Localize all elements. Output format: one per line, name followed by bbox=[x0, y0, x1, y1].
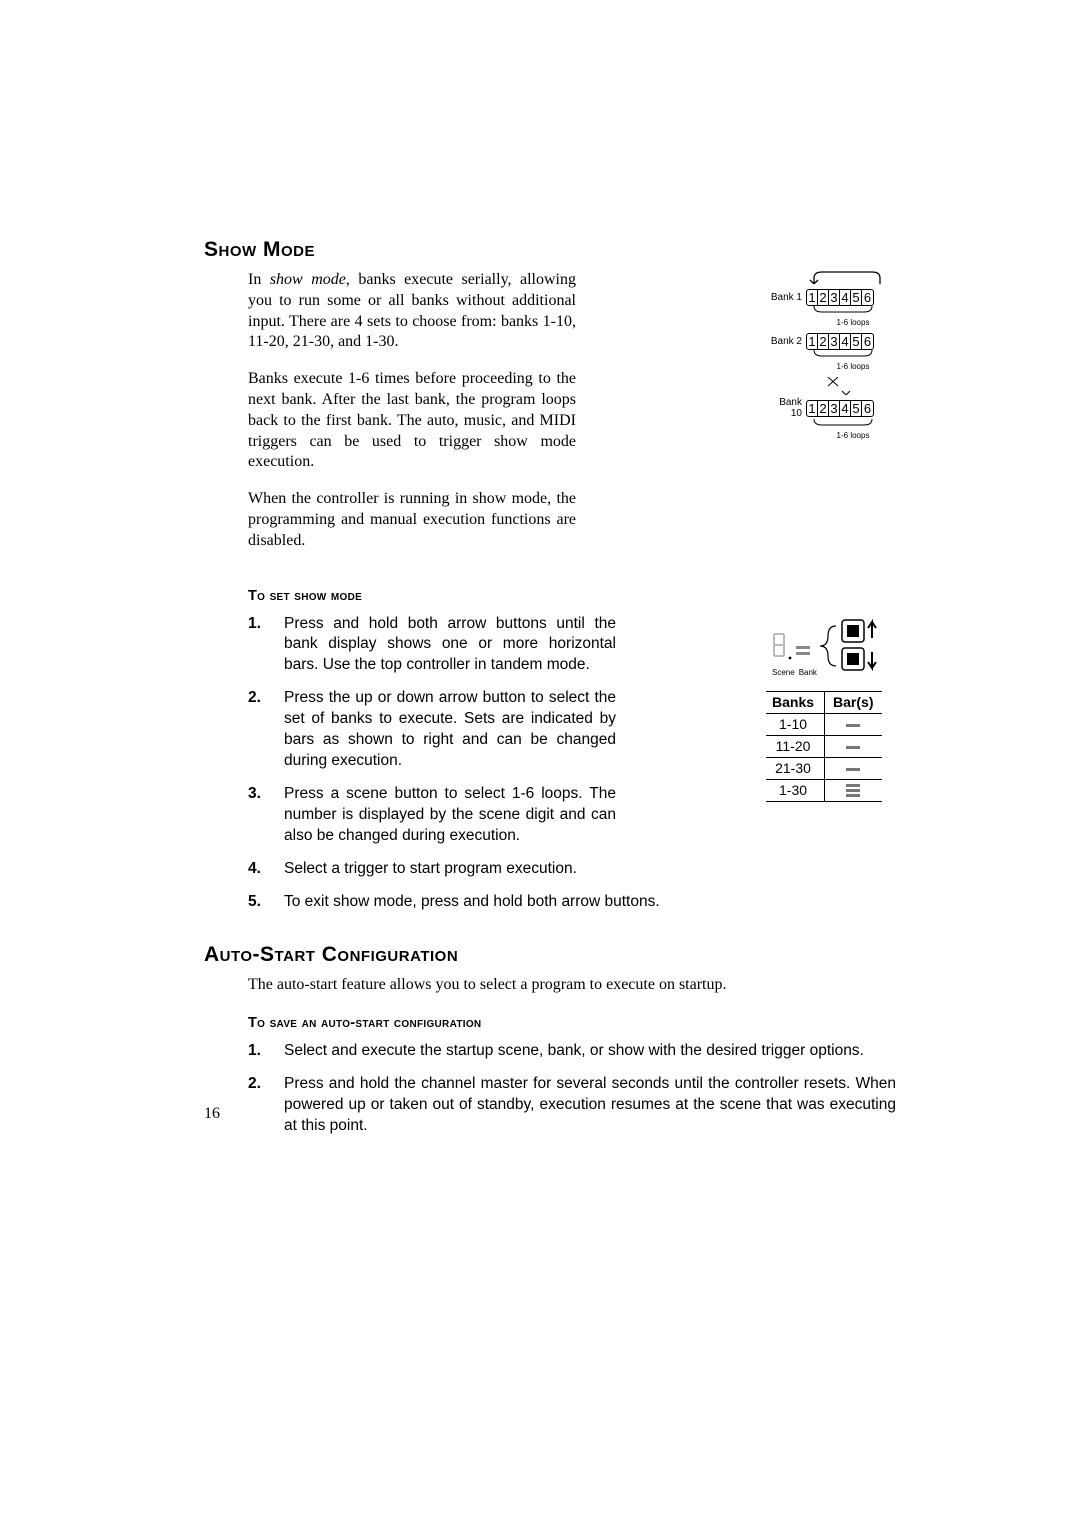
step-2: Press the up or down arrow button to sel… bbox=[248, 688, 616, 772]
col-bars: Bar(s) bbox=[825, 691, 882, 713]
step-4: Select a trigger to start program execut… bbox=[248, 859, 896, 880]
bank-label-10: Bank 10 bbox=[766, 397, 806, 419]
auto-step-2: Press and hold the channel master for se… bbox=[248, 1074, 896, 1137]
bank-digits-10: 123456 bbox=[806, 400, 874, 417]
table-row-bars bbox=[825, 735, 882, 757]
bank-text: Bank bbox=[799, 668, 817, 677]
bank-label-2: Bank 2 bbox=[766, 336, 806, 347]
loops-label-1: 1-6 loops bbox=[810, 318, 896, 327]
table-row-bars bbox=[825, 779, 882, 802]
col-banks: Banks bbox=[766, 691, 825, 713]
arrow-buttons-diagram: Scene Bank bbox=[766, 614, 896, 677]
table-row-bars bbox=[825, 757, 882, 779]
table-row-range: 1-30 bbox=[766, 779, 825, 802]
table-row-range: 11-20 bbox=[766, 735, 825, 757]
bank-label-1: Bank 1 bbox=[766, 292, 806, 303]
heading-show-mode: Show Mode bbox=[204, 238, 896, 262]
table-row-bars bbox=[825, 713, 882, 735]
ellipsis-icon bbox=[810, 377, 890, 395]
step-5: To exit show mode, press and hold both a… bbox=[248, 892, 896, 913]
bank-digits-2: 123456 bbox=[806, 333, 874, 350]
show-mode-para-2: Banks execute 1-6 times before proceedin… bbox=[248, 369, 576, 473]
page-number: 16 bbox=[204, 1105, 220, 1123]
banks-bars-table: Banks Bar(s) 1-1011-2021-301-30 bbox=[766, 691, 882, 803]
auto-step-1: Select and execute the startup scene, ba… bbox=[248, 1041, 896, 1062]
heading-auto-start: Auto-Start Configuration bbox=[204, 943, 896, 967]
subheading-save-auto-start: To save an auto-start configuration bbox=[248, 1015, 896, 1031]
loops-label-10: 1-6 loops bbox=[810, 431, 896, 440]
scene-text: Scene bbox=[772, 668, 795, 677]
loops-label-2: 1-6 loops bbox=[810, 362, 896, 371]
subheading-set-show-mode: To set show mode bbox=[248, 588, 896, 604]
step-3: Press a scene button to select 1-6 loops… bbox=[248, 784, 616, 847]
show-mode-para-3: When the controller is running in show m… bbox=[248, 489, 576, 551]
show-mode-para-1: In show mode, banks execute serially, al… bbox=[248, 270, 576, 353]
auto-start-para-1: The auto-start feature allows you to sel… bbox=[248, 975, 896, 996]
bank-digits-1: 123456 bbox=[806, 289, 874, 306]
table-row-range: 21-30 bbox=[766, 757, 825, 779]
step-1: Press and hold both arrow buttons until … bbox=[248, 614, 616, 677]
table-row-range: 1-10 bbox=[766, 713, 825, 735]
bank-loop-diagram: Bank 1 123456 1-6 loops Bank 2 123456 1-… bbox=[766, 270, 896, 446]
auto-start-steps: Select and execute the startup scene, ba… bbox=[248, 1041, 896, 1137]
